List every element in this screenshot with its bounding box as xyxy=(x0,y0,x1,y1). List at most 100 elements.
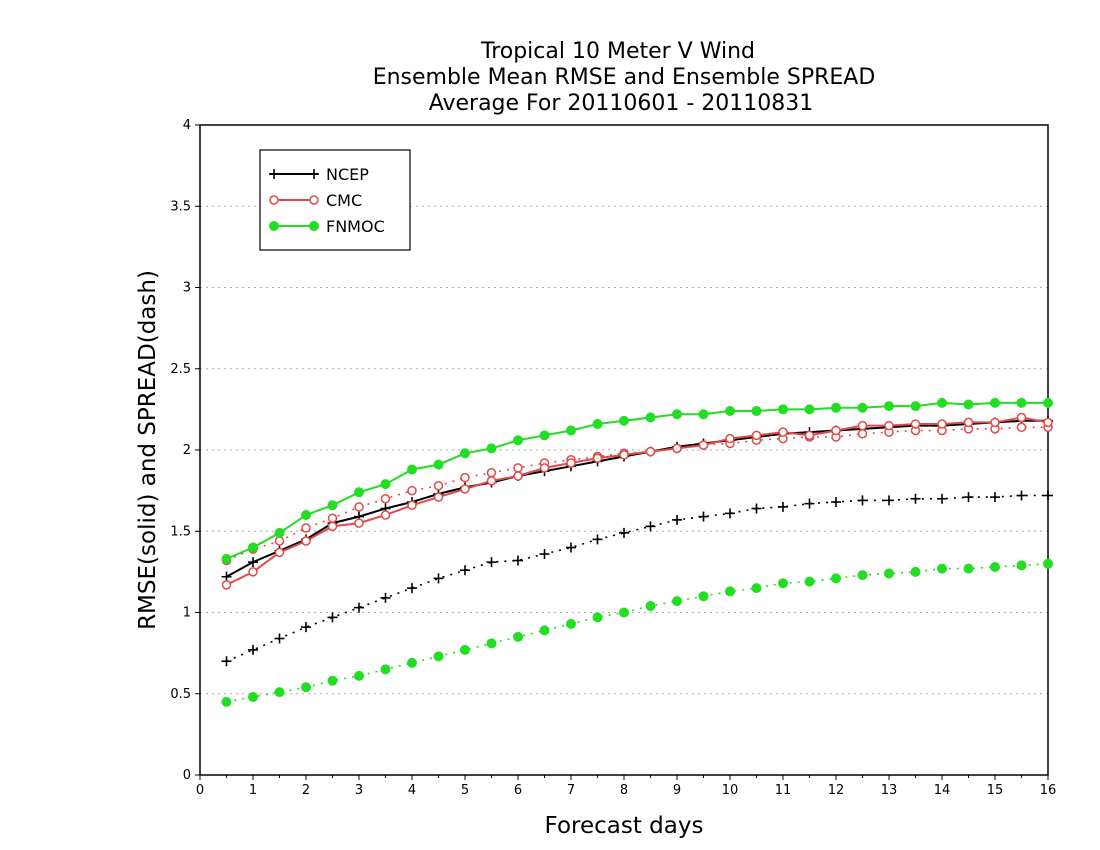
fnmoc-rmse-point xyxy=(910,401,921,412)
fnmoc-rmse-point xyxy=(751,406,762,416)
x-tick-label: 4 xyxy=(408,783,416,798)
legend-marker-cmc xyxy=(269,195,279,205)
fnmoc-spread-point xyxy=(592,612,603,623)
fnmoc-spread-point xyxy=(672,596,682,607)
chart-title-line-3: Average For 20110601 - 20110831 xyxy=(429,91,814,116)
fnmoc-spread-point xyxy=(460,644,470,655)
cmc-rmse-point xyxy=(592,453,603,463)
cmc-rmse-point xyxy=(486,476,497,486)
cmc-rmse-point xyxy=(990,417,1000,428)
ncep-spread-point xyxy=(619,527,629,538)
cmc-spread-point xyxy=(460,472,470,483)
legend-marker-ncep xyxy=(269,169,279,179)
x-tick-label: 8 xyxy=(620,783,628,798)
fnmoc-spread-point xyxy=(937,563,947,574)
fnmoc-spread-point xyxy=(327,675,338,686)
ncep-spread-point xyxy=(433,573,444,584)
cmc-rmse-point xyxy=(221,580,232,590)
x-tick-label: 1 xyxy=(249,783,257,798)
x-tick-label: 14 xyxy=(934,783,951,798)
fnmoc-spread-point xyxy=(725,586,735,597)
cmc-rmse-line xyxy=(226,416,1049,586)
fnmoc-rmse-point xyxy=(884,401,894,412)
x-tick-label: 6 xyxy=(514,783,522,798)
cmc-rmse-point xyxy=(831,425,841,436)
legend-label-cmc: CMC xyxy=(326,191,362,210)
x-tick-label: 5 xyxy=(461,783,469,798)
fnmoc-spread-point xyxy=(566,618,576,629)
y-tick-label: 2.5 xyxy=(170,362,191,377)
x-tick-label: 0 xyxy=(196,783,204,798)
fnmoc-rmse-point xyxy=(831,402,841,413)
y-tick-label: 1.5 xyxy=(170,524,191,539)
cmc-rmse-point xyxy=(778,427,788,437)
y-axis-label: RMSE(solid) and SPREAD(dash) xyxy=(135,270,161,630)
fnmoc-rmse-point xyxy=(274,527,285,538)
cmc-spread-point xyxy=(407,485,417,496)
legend-label-fnmoc: FNMOC xyxy=(326,217,385,236)
cmc-rmse-point xyxy=(539,463,550,473)
ncep-spread-point xyxy=(1016,490,1027,501)
fnmoc-spread-point xyxy=(990,562,1000,572)
fnmoc-spread-point xyxy=(407,657,417,668)
ncep-spread-point xyxy=(513,555,523,566)
fnmoc-spread-point xyxy=(963,563,974,574)
cmc-rmse-point xyxy=(274,547,285,558)
cmc-rmse-point xyxy=(407,500,417,510)
fnmoc-rmse-point xyxy=(645,412,656,423)
fnmoc-rmse-point xyxy=(804,404,815,415)
fnmoc-spread-point xyxy=(248,692,258,702)
x-tick-label: 11 xyxy=(775,783,792,798)
cmc-rmse-point xyxy=(884,420,894,431)
ncep-spread-point xyxy=(566,542,576,553)
ncep-spread-point xyxy=(301,622,311,633)
fnmoc-spread-point xyxy=(778,578,788,589)
fnmoc-spread-point xyxy=(221,696,232,707)
fnmoc-rmse-point xyxy=(407,464,417,475)
x-tick-label: 16 xyxy=(1040,783,1057,798)
ncep-spread-point xyxy=(910,493,921,504)
fnmoc-spread-line xyxy=(226,563,1049,703)
cmc-spread-line xyxy=(226,426,1048,562)
cmc-rmse-point xyxy=(460,484,470,494)
ncep-rmse-line xyxy=(226,419,1048,578)
x-tick-label: 13 xyxy=(881,783,898,798)
fnmoc-rmse-point xyxy=(433,459,444,470)
fnmoc-spread-point xyxy=(274,687,285,698)
y-tick-label: 1 xyxy=(183,606,191,621)
x-tick-label: 7 xyxy=(567,783,575,798)
cmc-rmse-point xyxy=(804,430,815,441)
cmc-rmse-point xyxy=(910,419,921,429)
ncep-spread-point xyxy=(831,497,841,507)
fnmoc-spread-point xyxy=(804,576,815,587)
fnmoc-spread-point xyxy=(698,591,709,602)
cmc-rmse-point xyxy=(698,440,709,450)
ncep-spread-point xyxy=(460,565,470,576)
ncep-spread-point xyxy=(354,602,364,613)
ncep-spread-point xyxy=(725,508,735,519)
cmc-rmse-point xyxy=(248,567,258,577)
x-axis-label: Forecast days xyxy=(545,813,704,839)
ncep-spread-point xyxy=(857,495,868,506)
fnmoc-rmse-point xyxy=(937,397,947,408)
ncep-spread-point xyxy=(221,656,232,667)
fnmoc-rmse-point xyxy=(248,542,258,553)
fnmoc-rmse-point xyxy=(460,448,470,459)
ncep-spread-point xyxy=(1043,490,1053,501)
ncep-spread-point xyxy=(380,592,391,603)
y-tick-label: 0.5 xyxy=(170,687,191,702)
cmc-rmse-point xyxy=(566,458,576,468)
ncep-spread-line xyxy=(226,494,1048,663)
cmc-spread-point xyxy=(433,481,444,491)
cmc-spread-point xyxy=(380,494,391,504)
chart-title-line-1: Tropical 10 Meter V Wind xyxy=(480,39,755,64)
cmc-rmse-point xyxy=(327,521,338,532)
cmc-spread-point xyxy=(354,502,364,512)
y-tick-label: 2 xyxy=(183,443,191,458)
fnmoc-spread-point xyxy=(910,566,921,577)
fnmoc-rmse-point xyxy=(990,397,1000,408)
ncep-spread-point xyxy=(248,644,258,655)
fnmoc-rmse-point xyxy=(380,479,391,490)
fnmoc-spread-point xyxy=(513,631,523,642)
